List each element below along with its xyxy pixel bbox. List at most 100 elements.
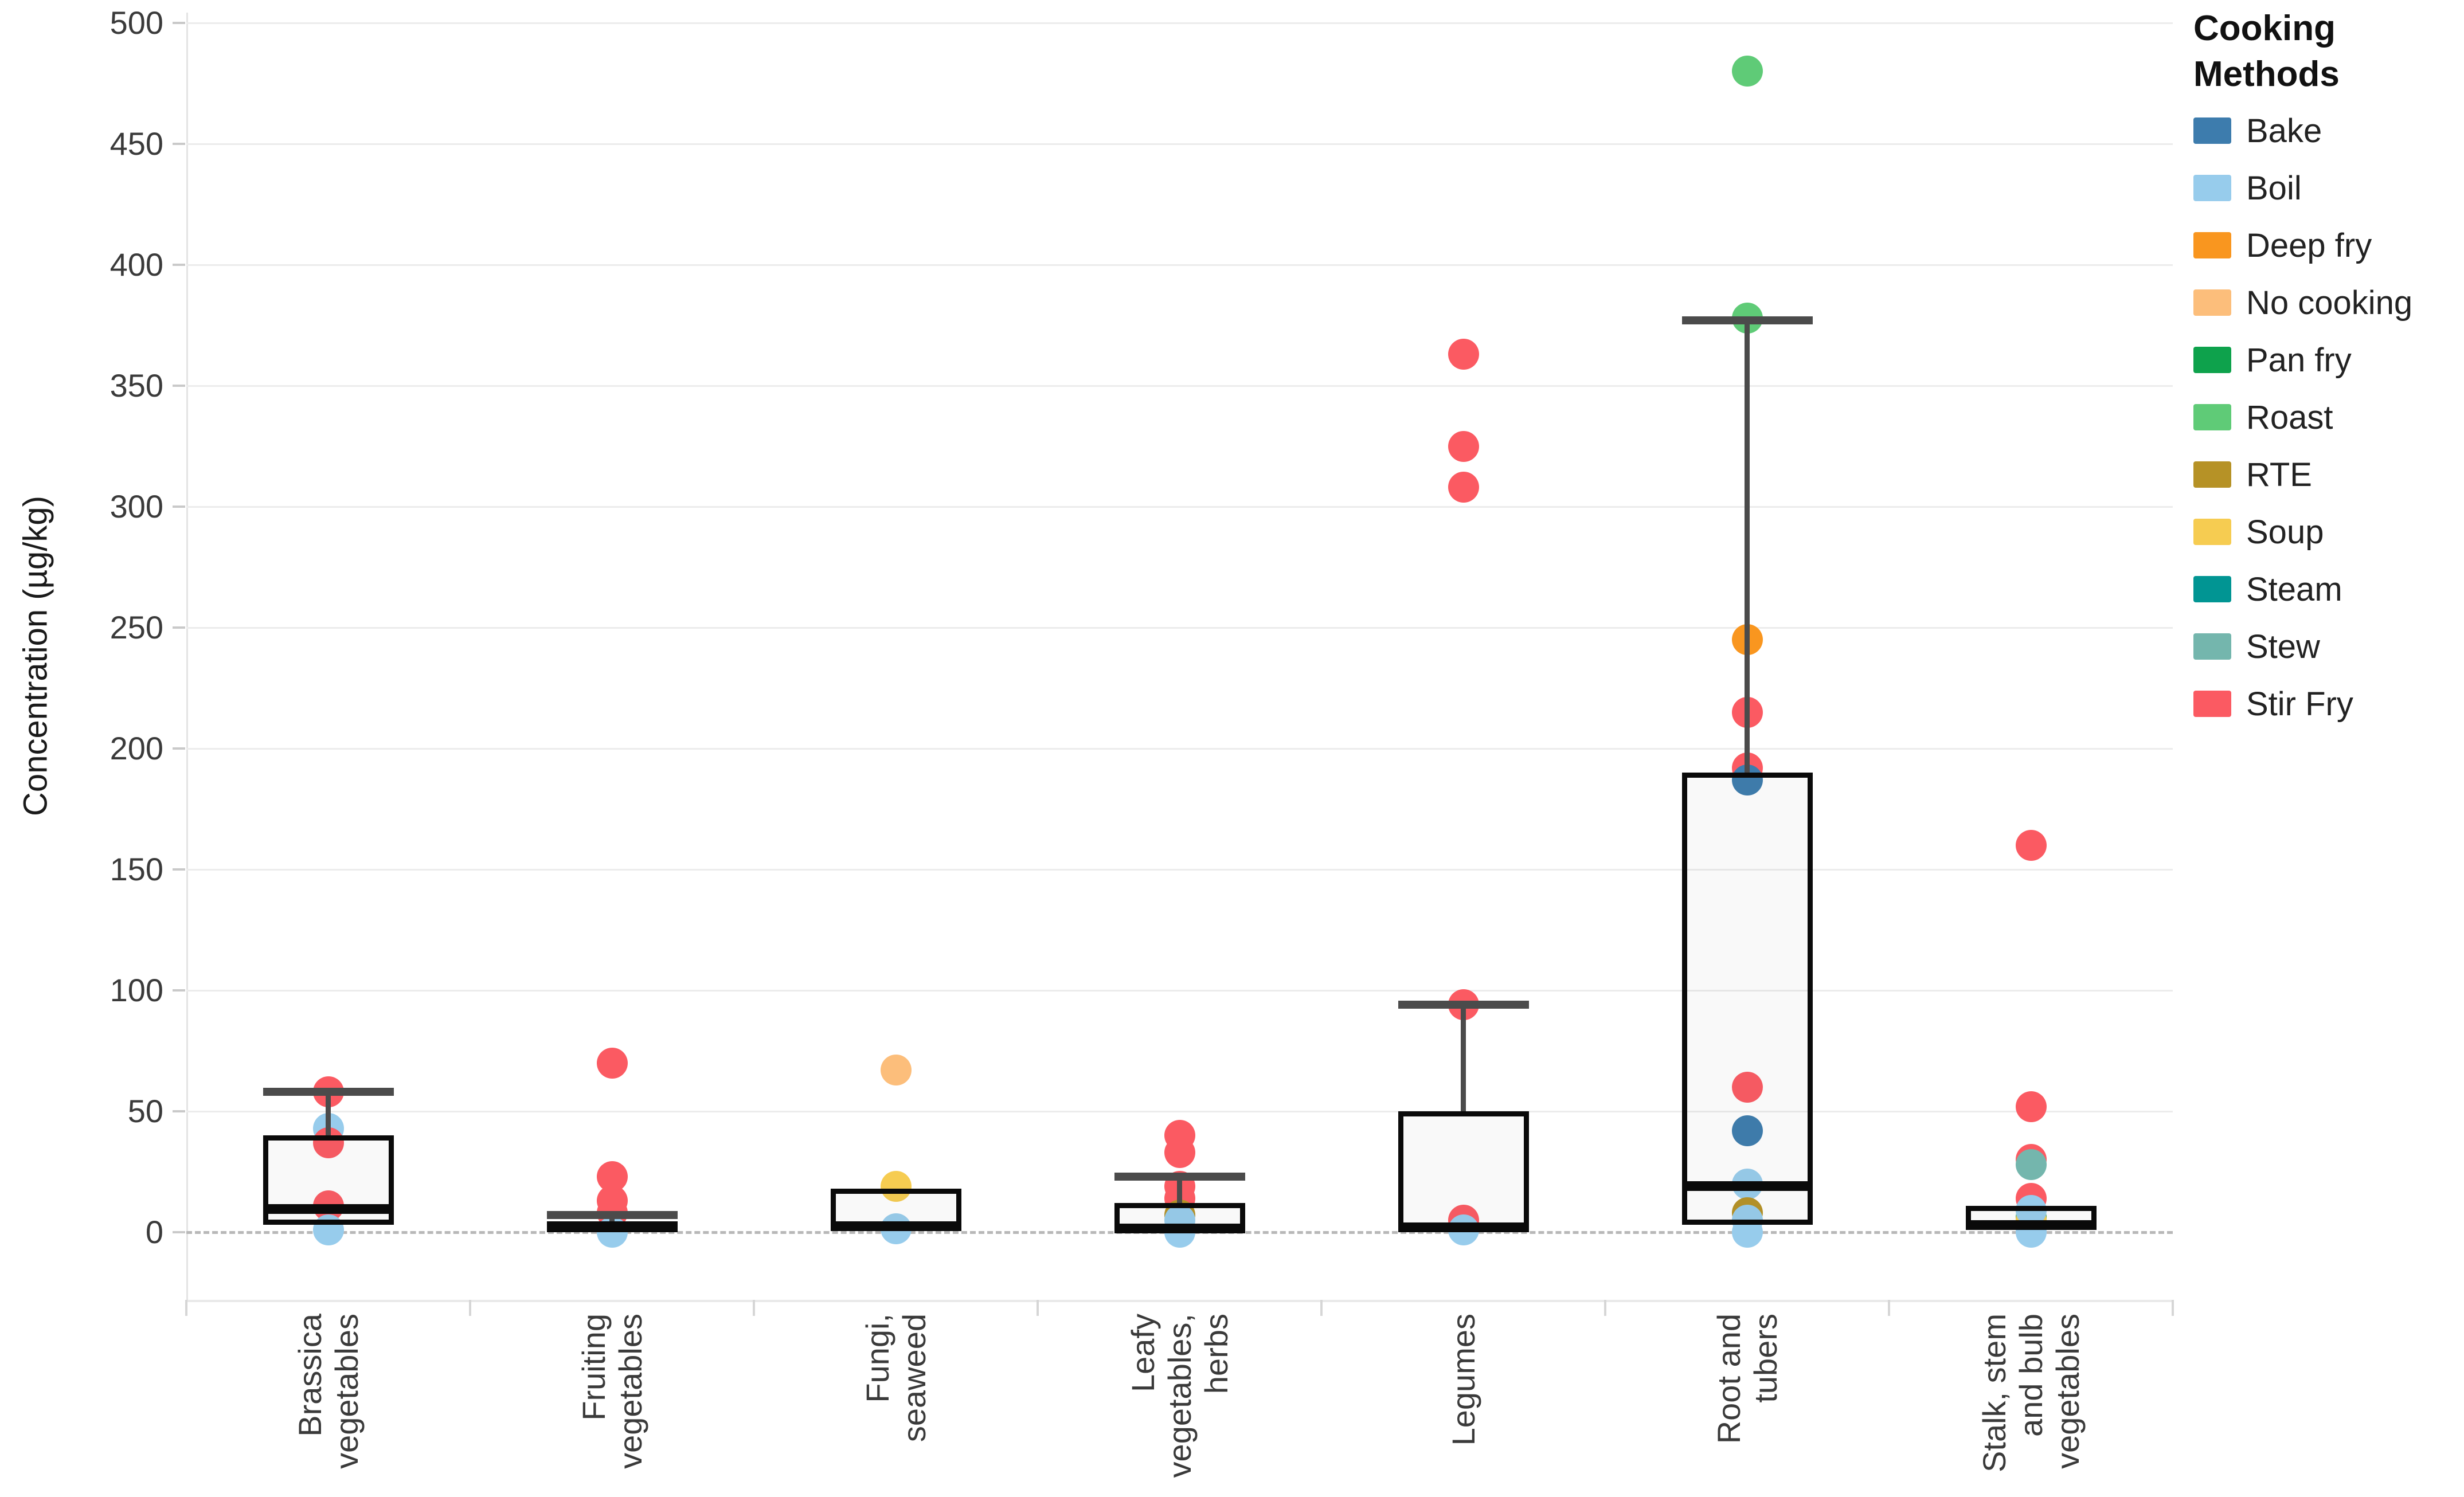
legend-label: Stew <box>2246 628 2320 665</box>
legend-item-soup[interactable]: Soup <box>2193 503 2463 561</box>
box-5[interactable] <box>1398 1111 1529 1230</box>
median-line <box>1965 1220 2097 1230</box>
gridline <box>186 143 2173 145</box>
category-label-1: Brassica vegetables <box>291 1314 365 1469</box>
y-tick-label: 150 <box>109 851 163 887</box>
box-6[interactable] <box>1681 773 1813 1225</box>
y-tick-mark <box>173 989 185 992</box>
upper-whisker-stem <box>1461 1005 1466 1111</box>
x-tick-mark <box>1888 1300 1890 1316</box>
legend-item-rte[interactable]: RTE <box>2193 446 2463 503</box>
x-tick-mark <box>469 1300 471 1316</box>
upper-whisker-cap <box>1398 1001 1529 1009</box>
x-axis-line <box>186 1300 2173 1302</box>
x-tick-mark <box>185 1300 187 1316</box>
legend-swatch-stir_fry <box>2193 691 2231 717</box>
gridline <box>186 748 2173 750</box>
legend-swatch-soup <box>2193 519 2231 545</box>
category-label-7: Stalk, stem and bulb vegetables <box>1976 1314 2086 1472</box>
legend-item-steam[interactable]: Steam <box>2193 561 2463 618</box>
data-point-no_cooking[interactable] <box>880 1055 912 1086</box>
x-tick-mark <box>1037 1300 1039 1316</box>
x-tick-mark <box>1604 1300 1606 1316</box>
data-point-stir_fry[interactable] <box>1448 339 1479 370</box>
legend-swatch-pan_fry <box>2193 347 2231 373</box>
category-label-6: Root and tubers <box>1710 1314 1784 1444</box>
y-tick-label: 50 <box>127 1093 163 1129</box>
legend-label: Soup <box>2246 513 2324 551</box>
data-point-boil[interactable] <box>312 1214 344 1245</box>
data-point-stir_fry[interactable] <box>1448 472 1479 503</box>
gridline <box>186 385 2173 387</box>
legend-item-bake[interactable]: Bake <box>2193 102 2463 159</box>
upper-whisker-stem <box>1177 1176 1182 1204</box>
y-tick-label: 400 <box>109 246 163 283</box>
legend-swatch-bake <box>2193 117 2231 144</box>
legend-swatch-steam <box>2193 576 2231 602</box>
legend-label: RTE <box>2246 456 2312 493</box>
y-tick-mark <box>173 1110 185 1112</box>
y-tick-mark <box>173 385 185 387</box>
median-line <box>830 1221 961 1231</box>
legend-item-boil[interactable]: Boil <box>2193 159 2463 217</box>
legend-label: Bake <box>2246 112 2322 150</box>
gridline <box>186 22 2173 24</box>
gridline <box>186 990 2173 992</box>
legend-item-no_cooking[interactable]: No cooking <box>2193 274 2463 331</box>
y-tick-label: 500 <box>109 5 163 41</box>
data-point-bake[interactable] <box>1731 1115 1763 1146</box>
legend-label: Deep fry <box>2246 226 2372 264</box>
data-point-stir_fry[interactable] <box>596 1047 628 1079</box>
data-point-stir_fry[interactable] <box>1448 430 1479 462</box>
data-point-stir_fry[interactable] <box>2015 1091 2047 1122</box>
upper-whisker-stem <box>1745 320 1750 773</box>
legend-swatch-boil <box>2193 175 2231 201</box>
upper-whisker-cap <box>1114 1172 1245 1181</box>
y-axis-line <box>186 13 188 1300</box>
y-tick-mark <box>173 868 185 871</box>
upper-whisker-stem <box>326 1092 331 1136</box>
legend-item-stew[interactable]: Stew <box>2193 618 2463 675</box>
gridline <box>186 627 2173 629</box>
legend-label: Boil <box>2246 169 2302 207</box>
upper-whisker-cap <box>546 1211 678 1220</box>
legend-swatch-no_cooking <box>2193 289 2231 316</box>
legend: Cooking Methods Bake Boil Deep fry No cooki… <box>2193 6 2463 732</box>
legend-label: Steam <box>2246 570 2342 608</box>
data-point-stir_fry[interactable] <box>1731 1071 1763 1103</box>
data-point-roast[interactable] <box>1731 56 1763 87</box>
data-point-soup[interactable] <box>880 1170 912 1202</box>
y-tick-mark <box>173 505 185 508</box>
gridline <box>186 869 2173 871</box>
y-tick-label: 200 <box>109 730 163 766</box>
legend-item-roast[interactable]: Roast <box>2193 389 2463 446</box>
data-point-stew[interactable] <box>2015 1149 2047 1180</box>
legend-swatch-rte <box>2193 461 2231 488</box>
gridline <box>186 1111 2173 1112</box>
upper-whisker-cap <box>1681 316 1813 325</box>
legend-items: Bake Boil Deep fry No cooking Pan fry Roast RT… <box>2193 102 2463 732</box>
legend-label: No cooking <box>2246 284 2413 322</box>
legend-swatch-deep_fry <box>2193 232 2231 258</box>
legend-item-stir_fry[interactable]: Stir Fry <box>2193 675 2463 732</box>
legend-swatch-roast <box>2193 404 2231 430</box>
gridline <box>186 264 2173 266</box>
median-line <box>1114 1224 1245 1234</box>
legend-label: Roast <box>2246 398 2333 436</box>
median-line <box>546 1222 678 1233</box>
x-tick-mark <box>753 1300 755 1316</box>
data-point-stir_fry[interactable] <box>2015 829 2047 861</box>
y-tick-mark <box>173 264 185 266</box>
legend-item-deep_fry[interactable]: Deep fry <box>2193 217 2463 274</box>
median-line <box>1681 1181 1813 1192</box>
data-point-stir_fry[interactable] <box>1164 1137 1195 1168</box>
y-tick-label: 350 <box>109 367 163 403</box>
median-line <box>1398 1222 1529 1233</box>
median-line <box>263 1204 394 1214</box>
gridline <box>186 506 2173 508</box>
y-tick-label: 300 <box>109 488 163 524</box>
y-tick-label: 250 <box>109 609 163 645</box>
legend-item-pan_fry[interactable]: Pan fry <box>2193 331 2463 389</box>
